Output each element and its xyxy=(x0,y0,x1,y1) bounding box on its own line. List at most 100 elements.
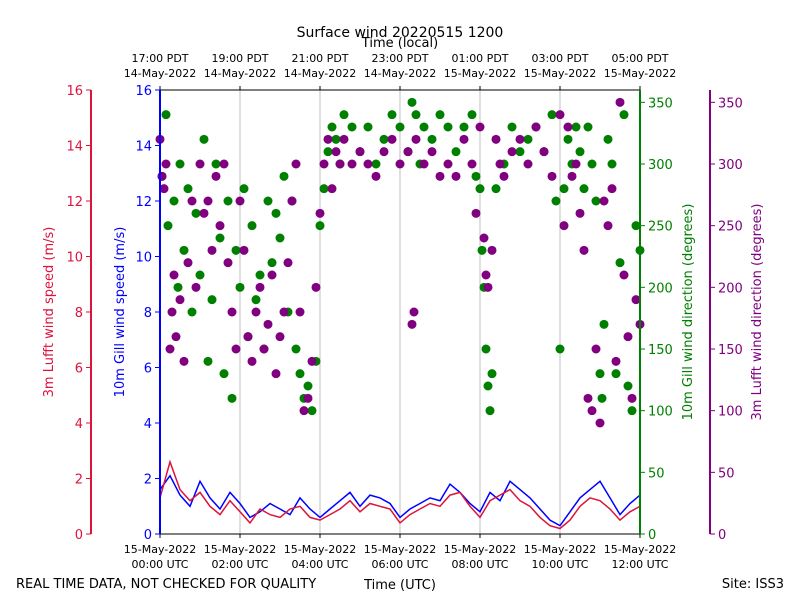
top-axis-label: Time (local) xyxy=(361,36,438,51)
lufft-direction-point xyxy=(411,134,421,144)
lufft-direction-point xyxy=(481,270,491,280)
top-tick-date: 14-May-2022 xyxy=(204,67,276,80)
bottom-tick-time: 10:00 UTC xyxy=(531,558,588,571)
gill-direction-point xyxy=(603,134,613,144)
lufft-direction-point xyxy=(263,319,273,329)
bottom-tick-time: 06:00 UTC xyxy=(371,558,428,571)
top-tick-time: 03:00 PDT xyxy=(531,52,588,65)
lufft-speed-axis-label: 3m Lufft wind speed (m/s) xyxy=(42,227,57,398)
lufft-direction-point xyxy=(363,159,373,169)
lufft-direction-point xyxy=(231,344,241,354)
gill-direction-point xyxy=(371,159,381,169)
lufft-direction-axis-tick-label: 100 xyxy=(718,405,743,420)
lufft-direction-point xyxy=(235,196,245,206)
gill-direction-axis-tick-label: 200 xyxy=(648,281,673,296)
gill-direction-point xyxy=(319,184,329,194)
lufft-direction-point xyxy=(539,147,549,157)
lufft-direction-point xyxy=(435,171,445,181)
gill-direction-point xyxy=(407,97,417,107)
lufft-direction-point xyxy=(327,184,337,194)
lufft-direction-point xyxy=(211,171,221,181)
gill-direction-point xyxy=(587,159,597,169)
gill-direction-point xyxy=(263,196,273,206)
lufft-direction-point xyxy=(347,159,357,169)
gill-direction-axis-tick-label: 350 xyxy=(648,96,673,111)
lufft-direction-point xyxy=(183,258,193,268)
top-tick-date: 15-May-2022 xyxy=(524,67,596,80)
gill-direction-point xyxy=(395,122,405,132)
gill-direction-point xyxy=(563,134,573,144)
lufft-direction-axis-tick-label: 0 xyxy=(718,528,726,543)
lufft-direction-point xyxy=(169,270,179,280)
lufft-direction-point xyxy=(303,393,313,403)
lufft-direction-point xyxy=(507,147,517,157)
lufft-direction-point xyxy=(239,245,249,255)
lufft-direction-point xyxy=(223,258,233,268)
gill-speed-axis-tick-label: 12 xyxy=(135,195,152,210)
lufft-direction-point xyxy=(531,122,541,132)
gill-direction-point xyxy=(307,406,317,416)
gill-direction-point xyxy=(607,159,617,169)
lufft-direction-point xyxy=(451,171,461,181)
lufft-direction-point xyxy=(271,369,281,379)
lufft-direction-point xyxy=(579,245,589,255)
top-tick-date: 15-May-2022 xyxy=(604,67,676,80)
lufft-direction-point xyxy=(165,344,175,354)
lufft-direction-point xyxy=(627,393,637,403)
lufft-direction-point xyxy=(409,307,419,317)
gill-direction-point xyxy=(191,208,201,218)
lufft-direction-point xyxy=(567,171,577,181)
lufft-direction-point xyxy=(227,307,237,317)
gill-direction-point xyxy=(523,134,533,144)
gill-direction-point xyxy=(485,406,495,416)
gill-direction-point xyxy=(207,295,217,305)
lufft-direction-point xyxy=(603,221,613,231)
gill-direction-point xyxy=(279,171,289,181)
lufft-direction-point xyxy=(311,282,321,292)
gill-direction-point xyxy=(169,196,179,206)
gill-direction-axis-tick-label: 0 xyxy=(648,528,656,543)
lufft-direction-point xyxy=(387,134,397,144)
gill-direction-point xyxy=(451,147,461,157)
lufft-direction-point xyxy=(591,344,601,354)
lufft-direction-axis-tick-label: 300 xyxy=(718,158,743,173)
gill-direction-point xyxy=(271,208,281,218)
gill-direction-point xyxy=(619,110,629,120)
lufft-direction-point xyxy=(167,307,177,317)
lufft-direction-axis-label: 3m Lufft wind direction (degrees) xyxy=(750,204,765,421)
lufft-direction-point xyxy=(307,356,317,366)
gill-direction-point xyxy=(555,344,565,354)
gill-direction-point xyxy=(275,233,285,243)
gill-direction-point xyxy=(303,381,313,391)
gill-direction-point xyxy=(227,393,237,403)
lufft-direction-axis-tick-label: 350 xyxy=(718,96,743,111)
top-tick-time: 23:00 PDT xyxy=(371,52,428,65)
gill-direction-point xyxy=(571,122,581,132)
lufft-direction-point xyxy=(203,196,213,206)
bottom-tick-time: 08:00 UTC xyxy=(451,558,508,571)
bottom-tick-time: 02:00 UTC xyxy=(211,558,268,571)
lufft-direction-point xyxy=(583,393,593,403)
lufft-direction-point xyxy=(171,332,181,342)
gill-direction-axis-tick-label: 50 xyxy=(648,466,665,481)
gill-direction-point xyxy=(187,307,197,317)
gill-direction-point xyxy=(363,122,373,132)
gill-direction-point xyxy=(267,258,277,268)
bottom-tick-time: 12:00 UTC xyxy=(611,558,668,571)
lufft-direction-point xyxy=(159,184,169,194)
gill-speed-axis-tick-label: 4 xyxy=(144,417,152,432)
bottom-tick-date: 15-May-2022 xyxy=(124,543,196,556)
lufft-direction-point xyxy=(331,147,341,157)
gill-direction-point xyxy=(483,381,493,391)
gill-direction-point xyxy=(323,147,333,157)
gill-direction-axis-tick-label: 100 xyxy=(648,405,673,420)
lufft-direction-point xyxy=(587,406,597,416)
lufft-direction-point xyxy=(499,171,509,181)
speed-lines xyxy=(159,459,641,530)
lufft-direction-point xyxy=(355,147,365,157)
lufft-speed-axis-tick-label: 16 xyxy=(66,84,83,99)
gill-direction-point xyxy=(575,147,585,157)
lufft-direction-point xyxy=(427,147,437,157)
grid-layer xyxy=(239,90,561,534)
lufft-direction-point xyxy=(483,282,493,292)
